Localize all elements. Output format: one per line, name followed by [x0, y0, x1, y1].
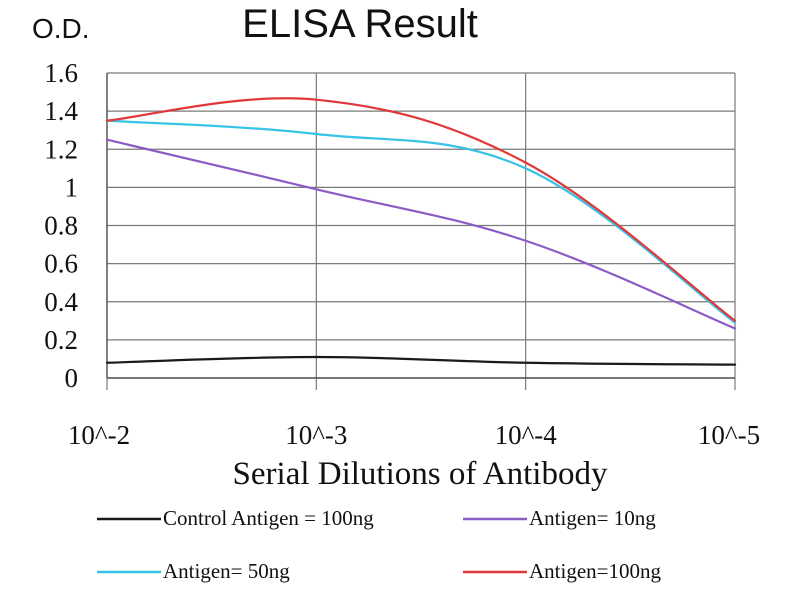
series-line-1 — [105, 138, 737, 330]
series-line-3 — [105, 97, 737, 322]
legend-label: Antigen= 50ng — [163, 559, 290, 583]
y-tick-label: 0.4 — [44, 287, 78, 317]
y-tick-label: 0 — [65, 363, 79, 393]
y-axis-label: O.D. — [32, 13, 90, 44]
legend-label: Antigen=100ng — [529, 559, 661, 583]
y-tick-label: 1.2 — [44, 134, 78, 164]
x-tick-label: 10^-3 — [285, 420, 347, 450]
y-tick-label: 0.2 — [44, 325, 78, 355]
y-tick-label: 0.8 — [44, 211, 78, 241]
series-lines — [105, 97, 737, 366]
x-axis-label: Serial Dilutions of Antibody — [233, 456, 608, 492]
x-tick-label: 10^-2 — [68, 420, 130, 450]
chart-title: ELISA Result — [242, 2, 478, 46]
legend-label: Antigen= 10ng — [529, 506, 656, 530]
y-tick-label: 1.6 — [44, 58, 78, 88]
legend: Control Antigen = 100ng Antigen= 10ng Anti… — [97, 506, 661, 583]
series-line-2 — [105, 119, 737, 324]
y-tick-label: 1 — [65, 172, 79, 202]
series-line-0 — [105, 355, 737, 366]
axis-ticks: 0 0.2 0.4 0.6 0.8 1 1.2 1.4 1.6 10^-2 10^-3 10^-4 10… — [44, 58, 760, 450]
y-tick-label: 1.4 — [44, 96, 78, 126]
y-tick-label: 0.6 — [44, 249, 78, 279]
grid — [106, 72, 736, 390]
x-tick-label: 10^-4 — [495, 420, 558, 450]
x-tick-label: 10^-5 — [698, 420, 760, 450]
legend-label: Control Antigen = 100ng — [163, 506, 374, 530]
